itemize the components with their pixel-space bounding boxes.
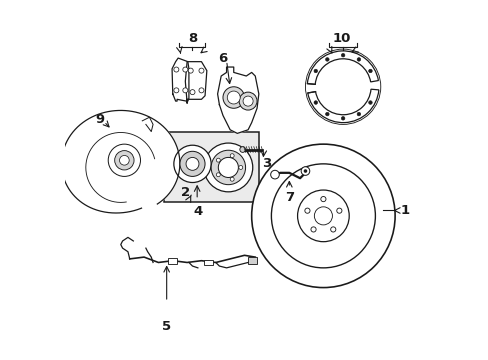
Circle shape bbox=[341, 117, 344, 120]
Circle shape bbox=[243, 96, 253, 106]
Circle shape bbox=[356, 112, 360, 116]
Circle shape bbox=[216, 158, 220, 162]
Circle shape bbox=[211, 150, 245, 185]
Circle shape bbox=[341, 53, 344, 57]
Circle shape bbox=[368, 101, 371, 104]
Circle shape bbox=[239, 92, 257, 110]
Circle shape bbox=[119, 156, 129, 165]
Text: 1: 1 bbox=[400, 204, 409, 217]
Bar bbox=[247, 257, 257, 264]
Circle shape bbox=[190, 90, 195, 95]
Circle shape bbox=[251, 144, 394, 288]
Text: 6: 6 bbox=[218, 51, 227, 64]
Circle shape bbox=[227, 91, 240, 104]
Circle shape bbox=[313, 101, 317, 104]
Polygon shape bbox=[185, 62, 206, 103]
Circle shape bbox=[325, 112, 328, 116]
Wedge shape bbox=[307, 89, 378, 123]
Circle shape bbox=[336, 208, 341, 213]
Circle shape bbox=[239, 147, 245, 152]
Bar bbox=[203, 260, 213, 265]
Circle shape bbox=[313, 69, 317, 73]
Bar bbox=[163, 132, 258, 202]
Circle shape bbox=[174, 88, 179, 93]
Circle shape bbox=[115, 150, 134, 170]
Circle shape bbox=[356, 58, 360, 61]
Circle shape bbox=[301, 167, 309, 175]
Circle shape bbox=[199, 88, 203, 93]
Circle shape bbox=[216, 173, 220, 177]
Circle shape bbox=[304, 208, 309, 213]
Bar bbox=[168, 258, 177, 264]
Circle shape bbox=[183, 67, 187, 72]
Circle shape bbox=[218, 157, 238, 177]
Text: 3: 3 bbox=[261, 157, 270, 170]
Text: 9: 9 bbox=[96, 113, 105, 126]
Polygon shape bbox=[61, 111, 180, 213]
Text: 4: 4 bbox=[193, 205, 202, 218]
Circle shape bbox=[180, 151, 204, 176]
Circle shape bbox=[330, 227, 335, 232]
Circle shape bbox=[325, 58, 328, 61]
Circle shape bbox=[314, 207, 332, 225]
Circle shape bbox=[174, 145, 211, 183]
Text: 5: 5 bbox=[162, 320, 171, 333]
Circle shape bbox=[183, 88, 187, 93]
Text: 7: 7 bbox=[284, 191, 293, 204]
Circle shape bbox=[230, 154, 234, 158]
Circle shape bbox=[185, 157, 199, 170]
Wedge shape bbox=[307, 51, 378, 84]
Circle shape bbox=[320, 197, 325, 202]
Text: 10: 10 bbox=[331, 32, 350, 45]
Text: 2: 2 bbox=[181, 186, 190, 199]
Polygon shape bbox=[172, 58, 188, 101]
Circle shape bbox=[303, 169, 306, 173]
Circle shape bbox=[203, 143, 252, 192]
Circle shape bbox=[188, 68, 193, 73]
Circle shape bbox=[368, 69, 371, 73]
Text: 8: 8 bbox=[187, 32, 197, 45]
Circle shape bbox=[238, 166, 242, 170]
Circle shape bbox=[199, 68, 203, 73]
Circle shape bbox=[223, 87, 244, 108]
Circle shape bbox=[270, 170, 279, 179]
Circle shape bbox=[108, 144, 140, 176]
Circle shape bbox=[310, 227, 315, 232]
Circle shape bbox=[230, 177, 234, 181]
Polygon shape bbox=[217, 67, 258, 134]
Circle shape bbox=[174, 67, 179, 72]
